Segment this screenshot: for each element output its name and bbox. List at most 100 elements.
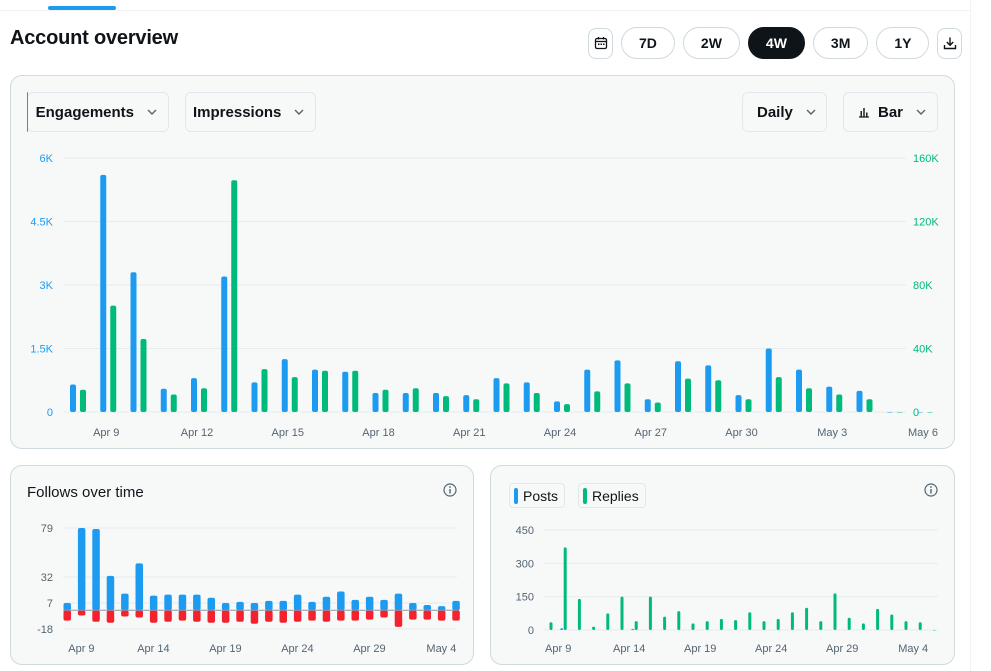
unfollows-bar (293, 610, 302, 622)
follows-bar (63, 602, 71, 611)
range-2w-button[interactable]: 2W (682, 27, 740, 59)
chart-type-selector[interactable]: Bar (843, 92, 938, 132)
follows-bar (164, 594, 172, 611)
replies-bar (634, 621, 638, 630)
unfollows-bar (193, 610, 201, 622)
top-tab-indicator (48, 6, 116, 10)
x-tick-label: Apr 9 (545, 643, 571, 655)
impressions-bar (594, 391, 601, 412)
y-tick-label: 32 (41, 572, 53, 584)
interval-selector[interactable]: Daily (742, 92, 827, 132)
range-3m-button[interactable]: 3M (812, 27, 869, 59)
x-tick-label: Apr 27 (635, 427, 667, 439)
x-tick-label: Apr 12 (181, 427, 213, 439)
impressions-bar (473, 399, 480, 412)
x-tick-label: May 4 (426, 643, 456, 655)
x-tick-label: Apr 24 (544, 427, 576, 439)
impressions-bar (806, 388, 812, 412)
impressions-bar (836, 394, 843, 412)
y-tick-label: 0 (528, 625, 534, 637)
engagements-bar (342, 371, 349, 412)
engagements-bar (221, 276, 228, 412)
follows-bar (452, 600, 460, 611)
engagements-bar (523, 382, 530, 412)
replies-bar (932, 630, 936, 631)
legend-posts[interactable]: Posts (509, 483, 566, 508)
left-metric-selector[interactable]: Engagements (27, 92, 169, 132)
left-metric-label: Engagements (35, 103, 134, 121)
replies-bar (876, 608, 880, 630)
y-right-tick-label: 80K (913, 280, 933, 292)
right-metric-selector[interactable]: Impressions (185, 92, 316, 132)
engagements-bar (554, 401, 560, 412)
y-left-tick-label: 6K (40, 153, 54, 165)
impressions-bar (624, 383, 631, 412)
unfollows-bar (380, 610, 388, 618)
chart-type-label: Bar (877, 103, 903, 121)
impressions-bar (896, 412, 903, 413)
replies-bar (776, 618, 780, 630)
engagements-bar (251, 382, 258, 412)
follows-title: Follows over time (27, 484, 144, 501)
follows-bar (92, 529, 100, 611)
follows-bar (149, 595, 158, 611)
overview-chart-card: Engagements Impressions Daily Bar 0 0 1.5K… (10, 75, 955, 449)
engagements-bar (735, 395, 742, 412)
replies-bar (861, 623, 865, 630)
follows-bar (423, 605, 431, 611)
engagements-bar (856, 390, 863, 412)
range-4w-button[interactable]: 4W (747, 27, 805, 59)
engagements-bar (281, 359, 288, 412)
unfollows-bar (221, 610, 230, 623)
y-left-tick-label: 3K (40, 280, 54, 292)
calendar-button[interactable] (588, 27, 613, 59)
replies-bar (705, 621, 709, 630)
info-icon[interactable] (924, 483, 938, 497)
chevron-down-icon (805, 106, 817, 118)
follows-bar (178, 594, 187, 611)
y-right-tick-label: 120K (913, 217, 939, 229)
x-tick-label: Apr 29 (353, 643, 385, 655)
range-7d-button[interactable]: 7D (621, 27, 675, 59)
unfollows-bar (77, 610, 86, 616)
follows-chart: 79 32 7 -18 Apr 9 Apr 14 Apr 19 Apr 24 Apr 29 May… (37, 523, 460, 655)
interval-label: Daily (757, 103, 793, 121)
follows-bar (135, 563, 143, 611)
right-divider (970, 0, 971, 671)
follows-card: Follows over time 79 32 7 -18 Apr 9 Apr 14 Apr… (10, 465, 474, 665)
engagements-bar (372, 392, 379, 412)
follows-bar (265, 600, 273, 611)
impressions-bar (927, 412, 933, 413)
follows-bar (236, 601, 244, 611)
x-tick-label: May 3 (817, 427, 847, 439)
posts-bar (631, 628, 635, 630)
replies-bar (549, 622, 553, 630)
replies-bar (663, 616, 667, 630)
header-divider (0, 10, 971, 11)
y-tick-label: 7 (47, 598, 53, 610)
replies-bar (790, 612, 794, 630)
y-right-tick-label: 0 (913, 407, 919, 419)
chevron-down-icon (915, 106, 927, 118)
impressions-bar (412, 388, 419, 412)
info-icon[interactable] (443, 483, 457, 497)
impressions-bar (503, 383, 510, 412)
impressions-bar (140, 338, 147, 412)
legend-replies-label: Replies (592, 487, 639, 504)
y-tick-label: 79 (41, 523, 53, 535)
posts-replies-card: Posts Replies 0 150 300 450 Apr 9 Apr 14 Apr 1… (490, 465, 955, 665)
download-button[interactable] (937, 27, 963, 59)
impressions-bar (866, 399, 873, 412)
unfollows-bar (279, 610, 287, 623)
follows-bar (106, 575, 115, 611)
unfollows-bar (149, 610, 158, 623)
unfollows-bar (351, 610, 359, 621)
impressions-bar (775, 377, 782, 412)
legend-replies[interactable]: Replies (578, 483, 646, 508)
unfollows-bar (409, 610, 417, 620)
range-1y-button[interactable]: 1Y (876, 27, 930, 59)
x-tick-label: Apr 14 (137, 643, 169, 655)
impressions-bar (654, 402, 661, 412)
follows-bar (250, 602, 259, 611)
unfollows-bar (423, 610, 431, 620)
